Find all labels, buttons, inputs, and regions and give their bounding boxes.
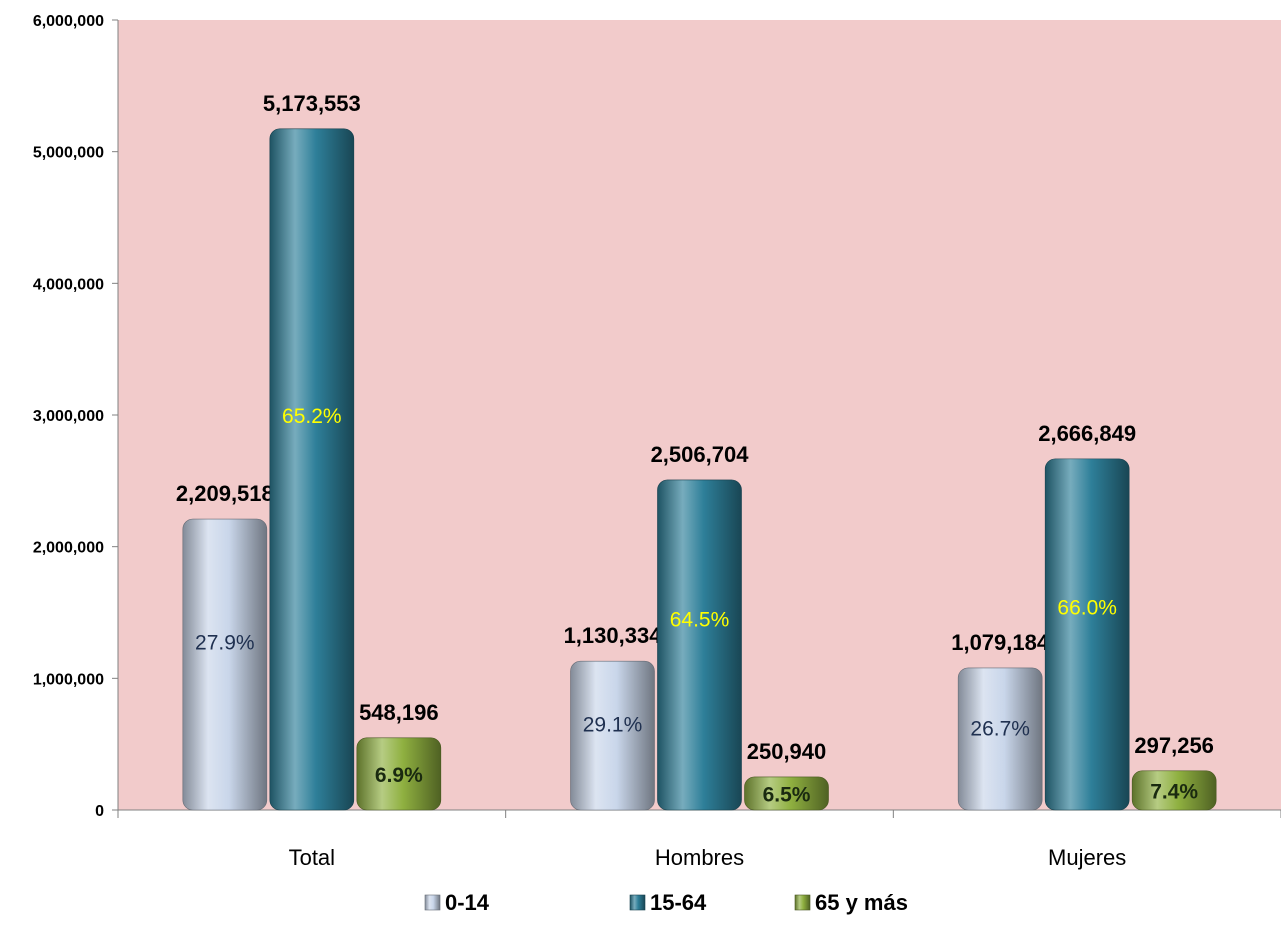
data-label-value: 2,506,704 [651,442,750,467]
data-label-percent: 66.0% [1057,596,1117,619]
data-label-value: 5,173,553 [263,91,361,116]
bar [570,660,655,811]
y-tick-label: 1,000,000 [33,671,104,688]
bar [957,667,1043,811]
bar [1131,770,1217,811]
legend-swatch [794,894,811,911]
data-label-value: 548,196 [359,700,439,725]
data-label-percent: 26.7% [970,718,1030,741]
legend-swatch [424,894,441,911]
bar [269,128,355,811]
data-label-percent: 29.1% [583,714,643,737]
bar [182,518,268,811]
bar [744,776,829,811]
data-label-value: 297,256 [1134,733,1214,758]
data-label-value: 2,209,518 [176,481,274,506]
bar [356,737,442,811]
y-tick-label: 6,000,000 [33,13,104,30]
data-label-percent: 27.9% [195,631,255,654]
bar [1044,458,1130,811]
x-tick-label: Mujeres [1048,845,1126,870]
y-tick-label: 5,000,000 [33,145,104,162]
x-tick-label: Total [289,845,335,870]
y-tick-label: 0 [95,803,104,820]
data-label-value: 1,130,334 [564,623,663,648]
data-label-percent: 6.5% [763,783,811,806]
data-label-percent: 64.5% [670,609,730,632]
x-tick-label: Hombres [655,845,744,870]
y-tick-label: 3,000,000 [33,408,104,425]
data-label-value: 250,940 [747,739,827,764]
legend-swatch [629,894,646,911]
bar [657,479,742,811]
y-tick-label: 2,000,000 [33,540,104,557]
legend-label: 15-64 [650,890,707,915]
data-label-value: 2,666,849 [1038,421,1136,446]
data-label-value: 1,079,184 [951,630,1050,655]
legend-label: 0-14 [445,890,490,915]
data-label-percent: 7.4% [1150,780,1198,803]
data-label-percent: 65.2% [282,405,342,428]
legend-label: 65 y más [815,890,908,915]
data-label-percent: 6.9% [375,764,423,787]
y-tick-label: 4,000,000 [33,276,104,293]
